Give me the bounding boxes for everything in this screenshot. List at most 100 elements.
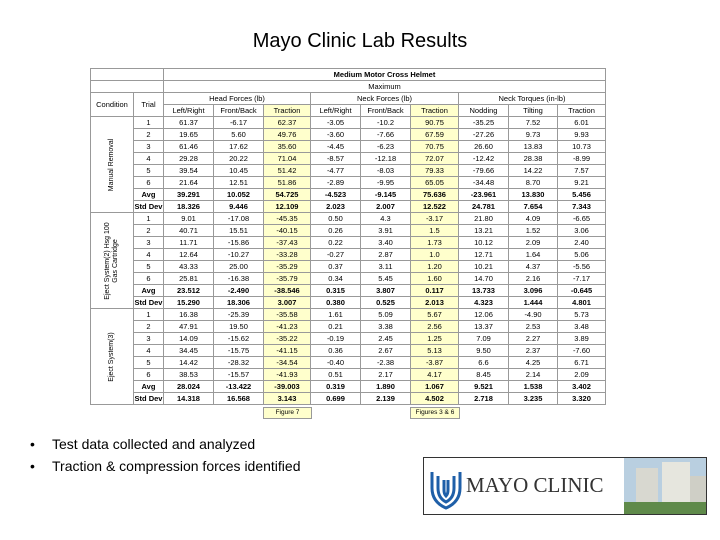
table-cell: -17.08 [213, 212, 264, 225]
table-cell: -41.15 [263, 344, 311, 357]
trial-cell: Avg [133, 284, 164, 297]
table-cell: -35.22 [263, 332, 311, 345]
table-cell: 7.343 [557, 200, 606, 213]
table-cell: 79.33 [410, 164, 459, 177]
trial-cell: Avg [133, 380, 164, 393]
table-cell: 21.64 [163, 176, 214, 189]
table-cell: 9.50 [458, 344, 509, 357]
table-cell: -4.523 [310, 188, 361, 201]
table-cell: -8.57 [310, 152, 361, 165]
table-cell: -0.645 [557, 284, 606, 297]
trial-cell: 6 [133, 176, 164, 189]
header-cell: Medium Motor Cross Helmet [163, 68, 606, 81]
table-cell: 5.09 [360, 308, 411, 321]
table-cell: -6.17 [213, 116, 264, 129]
trial-cell: 4 [133, 248, 164, 261]
table-cell: -35.25 [458, 116, 509, 129]
table-cell: 4.25 [508, 356, 558, 369]
table-cell: 29.28 [163, 152, 214, 165]
table-cell: 0.117 [410, 284, 459, 297]
table-cell: -16.38 [213, 272, 264, 285]
logo: MAYO CLINIC [423, 457, 707, 515]
table-cell: 4.801 [557, 296, 606, 309]
table-cell: 4.323 [458, 296, 509, 309]
table-cell: -7.60 [557, 344, 606, 357]
header-cell: Traction [263, 104, 311, 117]
table-row: 2 47.91 19.50 -41.23 0.21 3.38 2.56 13.37 2.53 3.… [91, 320, 606, 333]
table-cell: -15.57 [213, 368, 264, 381]
table-cell: 75.636 [410, 188, 459, 201]
table-cell: 51.86 [263, 176, 311, 189]
table-cell: 1.73 [410, 236, 459, 249]
trial-cell: 1 [133, 212, 164, 225]
table-cell: -23.961 [458, 188, 509, 201]
table-cell: 7.09 [458, 332, 509, 345]
table-cell: -2.490 [213, 284, 264, 297]
header-cell: Nodding [458, 104, 509, 117]
table-row: Std Dev 18.326 9.446 12.109 2.023 2.007 12.522… [91, 200, 606, 213]
header-cell: Tilting [508, 104, 558, 117]
table-cell: 2.45 [360, 332, 411, 345]
table-row: 6 38.53 -15.57 -41.93 0.51 2.17 4.17 8.45 2.14 2.… [91, 368, 606, 381]
table-cell: 3.89 [557, 332, 606, 345]
table-cell: -9.145 [360, 188, 411, 201]
trial-cell: 5 [133, 164, 164, 177]
table-row: 6 25.81 -16.38 -35.79 0.34 5.45 1.60 14.70 2.16-… [91, 272, 606, 285]
table-cell: -6.65 [557, 212, 606, 225]
table-cell: 5.06 [557, 248, 606, 261]
table-cell: 0.315 [310, 284, 361, 297]
table-row: Avg 28.024 -13.422 -39.003 0.319 1.890 1.067 9.… [91, 380, 606, 393]
table-cell: 3.235 [508, 392, 558, 405]
table-cell: -33.28 [263, 248, 311, 261]
table-cell: 1.444 [508, 296, 558, 309]
table-cell: 49.76 [263, 128, 311, 141]
table-cell: 10.73 [557, 140, 606, 153]
table-cell: 16.568 [213, 392, 264, 405]
building-photo [624, 458, 706, 514]
table-cell: -3.87 [410, 356, 459, 369]
table-cell: 2.09 [557, 368, 606, 381]
table-cell: 2.09 [508, 236, 558, 249]
table-row: 5 39.54 10.45 51.42 -4.77 -8.03 79.33 -79.66 14.… [91, 164, 606, 177]
header-cell: Neck Forces (lb) [310, 92, 459, 105]
table-cell: 0.380 [310, 296, 361, 309]
table-cell: 24.781 [458, 200, 509, 213]
table-cell: 4.09 [508, 212, 558, 225]
trial-cell: 2 [133, 224, 164, 237]
table-cell: 3.06 [557, 224, 606, 237]
table-cell: 5.67 [410, 308, 459, 321]
bullet-list: Test data collected and analyzed Tractio… [30, 436, 300, 480]
table-cell: 28.38 [508, 152, 558, 165]
table-cell: -35.79 [263, 272, 311, 285]
table-cell: 2.27 [508, 332, 558, 345]
table-cell: 0.50 [310, 212, 361, 225]
table-cell: -39.003 [263, 380, 311, 393]
table-cell: 7.52 [508, 116, 558, 129]
table-row: Std Dev 14.318 16.568 3.143 0.699 2.139 4.502 2… [91, 392, 606, 405]
table-row: 4 12.64 -10.27 -33.28 -0.27 2.87 1.0 12.71 1.64 5… [91, 248, 606, 261]
table-cell: -41.93 [263, 368, 311, 381]
table-cell: 3.007 [263, 296, 311, 309]
table-row: Eject System(3) 1 16.38 -25.39 -35.58 1.61 5.0… [90, 308, 606, 405]
table-cell: 13.733 [458, 284, 509, 297]
table-cell: -13.422 [213, 380, 264, 393]
blank-cell [90, 80, 164, 93]
table-cell: -37.43 [263, 236, 311, 249]
table-cell: -3.60 [310, 128, 361, 141]
trial-cell: 4 [133, 344, 164, 357]
bullet: Test data collected and analyzed [30, 436, 300, 452]
table-cell: 3.402 [557, 380, 606, 393]
table-cell: 8.45 [458, 368, 509, 381]
table-cell: 6.71 [557, 356, 606, 369]
table-cell: 1.52 [508, 224, 558, 237]
table-cell: -8.99 [557, 152, 606, 165]
condition-cell: Manual Removal [90, 116, 134, 213]
table-cell: -45.35 [263, 212, 311, 225]
table-cell: 19.50 [213, 320, 264, 333]
table-cell: 13.83 [508, 140, 558, 153]
slide-title: Mayo Clinic Lab Results [252, 30, 468, 52]
condition-cell: Eject System(2) Hsg 100 Gas Cartridge [90, 212, 134, 309]
table-cell: 10.12 [458, 236, 509, 249]
table-cell: 5.45 [360, 272, 411, 285]
table-cell: -0.19 [310, 332, 361, 345]
